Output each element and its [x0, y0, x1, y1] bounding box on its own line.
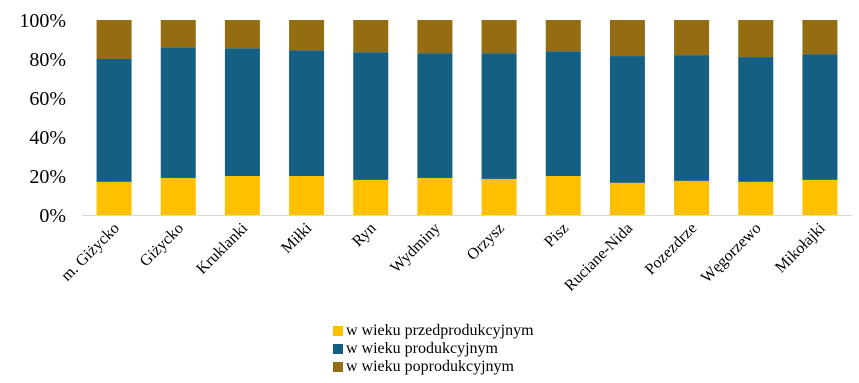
stacked-bar-chart: 0% 20% 40% 60% 80% 100% m. Giżycko Giżycko Kruk…	[19, 10, 852, 295]
x-tick-label: Węgorzewo	[698, 220, 765, 287]
bar-segment	[609, 20, 645, 57]
bars	[96, 20, 838, 215]
bar-segment	[481, 178, 517, 215]
legend-item: w wieku produkcyjnym	[333, 340, 534, 358]
y-tick-label: 0%	[39, 205, 66, 227]
x-tick-label: Giżycko	[137, 220, 187, 270]
bar-segment	[802, 54, 838, 180]
bar-segment	[96, 20, 132, 59]
bar-segment	[738, 20, 774, 58]
y-tick-label: 20%	[29, 166, 66, 188]
bar-segment	[609, 182, 645, 215]
legend-item: w wieku poprodukcyjnym	[333, 358, 534, 376]
legend-label: w wieku poprodukcyjnym	[346, 358, 514, 375]
bar-segment	[802, 179, 838, 215]
legend-label: w wieku produkcyjnym	[346, 340, 498, 357]
bar-segment	[289, 50, 325, 176]
y-tick-label: 40%	[29, 127, 66, 149]
legend-swatch	[333, 326, 343, 336]
bar-segment	[609, 56, 645, 183]
bar-segment	[545, 20, 581, 52]
bar-segment	[674, 55, 710, 181]
legend-item: w wieku przedprodukcyjnym	[333, 322, 534, 340]
bar-segment	[481, 53, 517, 179]
bar-segment	[160, 47, 196, 178]
x-tick-label: Kruklanki	[193, 219, 251, 277]
bar-segment	[545, 176, 581, 215]
bar-segment	[160, 177, 196, 215]
legend-label: w wieku przedprodukcyjnym	[346, 322, 534, 339]
x-tick-label: Pozezdrze	[642, 220, 701, 279]
y-tick-label: 100%	[19, 10, 66, 32]
bar-segment	[96, 59, 132, 182]
bar-segment	[417, 177, 453, 215]
x-tick-label: Ruciane-Nida	[561, 220, 636, 295]
x-axis: m. Giżycko Giżycko Kruklanki Miłki Ryn Wydmin…	[58, 219, 829, 294]
bar-segment	[674, 20, 710, 56]
bar-segment	[417, 53, 453, 178]
bar-segment	[545, 51, 581, 177]
x-tick-label: Orzysz	[464, 220, 508, 264]
bar-segment	[353, 179, 389, 215]
x-tick-label: m. Giżycko	[58, 220, 123, 285]
y-tick-label: 80%	[29, 49, 66, 71]
x-tick-label: Wydminy	[387, 220, 444, 277]
legend-swatch	[333, 344, 343, 354]
bar-segment	[289, 20, 325, 51]
bar-segment	[481, 20, 517, 54]
bar-segment	[224, 176, 260, 215]
x-tick-label: Ryn	[349, 220, 379, 250]
legend: w wieku przedprodukcyjnym w wieku produkc…	[333, 322, 534, 376]
bar-segment	[224, 48, 260, 176]
x-tick-label: Miłki	[278, 219, 316, 257]
x-tick-label: Mikołajki	[772, 219, 829, 276]
bar-segment	[353, 52, 389, 180]
bar-segment	[224, 20, 260, 49]
legend-swatch	[333, 362, 343, 372]
y-tick-label: 60%	[29, 88, 66, 110]
bar-segment	[738, 57, 774, 182]
bar-segment	[674, 180, 710, 215]
bar-segment	[96, 181, 132, 215]
bar-segment	[802, 20, 838, 55]
bar-segment	[417, 20, 453, 54]
y-axis: 0% 20% 40% 60% 80% 100%	[19, 10, 66, 227]
bar-segment	[160, 20, 196, 48]
x-tick-label: Pisz	[541, 220, 572, 251]
bar-segment	[738, 181, 774, 215]
bar-segment	[353, 20, 389, 53]
bar-segment	[289, 176, 325, 215]
